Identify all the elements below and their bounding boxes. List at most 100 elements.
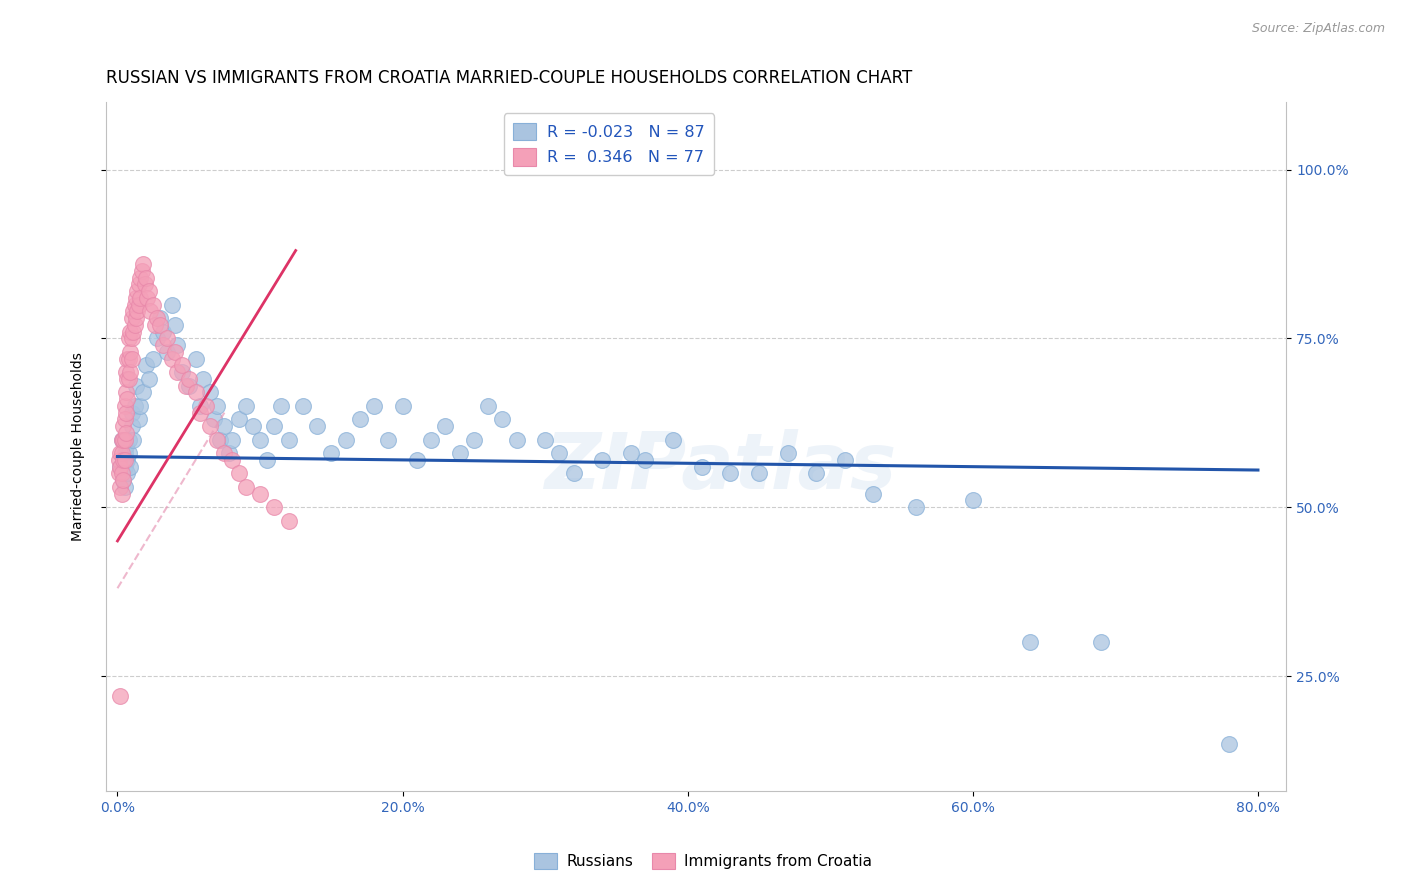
Point bbox=[834, 453, 856, 467]
Point bbox=[117, 467, 139, 481]
Point bbox=[321, 446, 343, 460]
Point bbox=[163, 318, 186, 332]
Point bbox=[228, 467, 250, 481]
Point bbox=[135, 270, 157, 285]
Point bbox=[160, 351, 183, 366]
Point bbox=[128, 297, 150, 311]
Point bbox=[118, 351, 141, 366]
Point bbox=[142, 351, 165, 366]
Point bbox=[198, 419, 221, 434]
Point bbox=[115, 439, 138, 453]
Text: ZIPatlas: ZIPatlas bbox=[544, 429, 896, 505]
Point bbox=[120, 365, 142, 379]
Point bbox=[129, 270, 152, 285]
Point bbox=[125, 311, 148, 326]
Point bbox=[131, 264, 153, 278]
Point bbox=[221, 433, 243, 447]
Point bbox=[170, 365, 193, 379]
Point bbox=[121, 351, 143, 366]
Point bbox=[108, 453, 131, 467]
Point bbox=[139, 304, 162, 318]
Point bbox=[491, 412, 513, 426]
Point bbox=[118, 433, 141, 447]
Point bbox=[184, 351, 207, 366]
Point bbox=[115, 385, 138, 400]
Point bbox=[160, 297, 183, 311]
Point bbox=[121, 419, 143, 434]
Text: Source: ZipAtlas.com: Source: ZipAtlas.com bbox=[1251, 22, 1385, 36]
Point bbox=[620, 446, 643, 460]
Point bbox=[242, 419, 264, 434]
Point bbox=[377, 433, 399, 447]
Point bbox=[291, 399, 314, 413]
Point bbox=[112, 453, 135, 467]
Point bbox=[120, 325, 142, 339]
Point bbox=[363, 399, 385, 413]
Point bbox=[207, 433, 229, 447]
Point bbox=[124, 318, 146, 332]
Point bbox=[111, 467, 134, 481]
Point bbox=[1218, 737, 1240, 751]
Point bbox=[904, 500, 927, 515]
Point bbox=[249, 486, 271, 500]
Point bbox=[214, 419, 236, 434]
Point bbox=[235, 399, 257, 413]
Point bbox=[562, 467, 585, 481]
Point bbox=[862, 486, 884, 500]
Point bbox=[156, 331, 179, 345]
Point bbox=[110, 459, 132, 474]
Point bbox=[209, 433, 232, 447]
Point bbox=[534, 433, 557, 447]
Point bbox=[194, 399, 217, 413]
Point bbox=[349, 412, 371, 426]
Point bbox=[114, 446, 136, 460]
Point bbox=[124, 399, 146, 413]
Point bbox=[138, 284, 160, 298]
Point bbox=[149, 318, 172, 332]
Point bbox=[129, 399, 152, 413]
Point bbox=[748, 467, 770, 481]
Point bbox=[505, 433, 527, 447]
Point bbox=[132, 257, 155, 271]
Point bbox=[146, 331, 169, 345]
Point bbox=[110, 480, 132, 494]
Point bbox=[166, 338, 188, 352]
Point bbox=[114, 433, 136, 447]
Point bbox=[118, 372, 141, 386]
Point bbox=[117, 392, 139, 406]
Point bbox=[120, 459, 142, 474]
Point bbox=[434, 419, 457, 434]
Point bbox=[270, 399, 292, 413]
Point bbox=[115, 453, 138, 467]
Point bbox=[115, 406, 138, 420]
Point bbox=[121, 406, 143, 420]
Point bbox=[125, 291, 148, 305]
Point bbox=[177, 372, 200, 386]
Point bbox=[177, 378, 200, 392]
Point bbox=[207, 399, 229, 413]
Point bbox=[166, 365, 188, 379]
Point bbox=[112, 433, 135, 447]
Point bbox=[149, 311, 172, 326]
Point bbox=[188, 406, 211, 420]
Point bbox=[548, 446, 571, 460]
Point bbox=[122, 304, 145, 318]
Point bbox=[191, 372, 214, 386]
Point bbox=[463, 433, 485, 447]
Point bbox=[776, 446, 799, 460]
Point bbox=[277, 514, 299, 528]
Point bbox=[634, 453, 657, 467]
Point bbox=[127, 284, 149, 298]
Point bbox=[120, 344, 142, 359]
Point bbox=[335, 433, 357, 447]
Point bbox=[228, 412, 250, 426]
Point bbox=[170, 359, 193, 373]
Point bbox=[1090, 635, 1112, 649]
Point bbox=[135, 359, 157, 373]
Point bbox=[112, 453, 135, 467]
Point bbox=[249, 433, 271, 447]
Point bbox=[122, 433, 145, 447]
Point bbox=[143, 318, 166, 332]
Point bbox=[662, 433, 685, 447]
Legend: R = -0.023   N = 87, R =  0.346   N = 77: R = -0.023 N = 87, R = 0.346 N = 77 bbox=[503, 113, 714, 176]
